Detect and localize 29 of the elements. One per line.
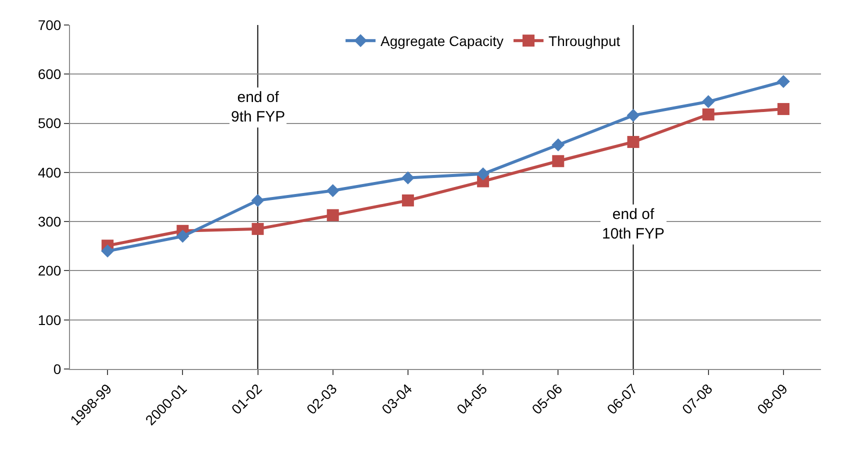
point — [552, 155, 564, 168]
point — [476, 167, 490, 180]
ref-line-label: end of 9th FYP — [231, 89, 286, 126]
point — [176, 230, 190, 243]
y-tick-label: 700 — [38, 16, 62, 33]
point — [402, 194, 414, 206]
point — [777, 103, 790, 116]
point — [252, 222, 264, 235]
point — [101, 244, 114, 258]
y-tick-label: 300 — [38, 213, 62, 230]
legend-label: Throughput — [548, 33, 620, 50]
y-tick-label: 400 — [38, 164, 62, 180]
point — [626, 108, 640, 122]
y-tick-label: 0 — [53, 360, 62, 377]
point — [627, 136, 640, 148]
point — [401, 171, 414, 184]
point — [776, 75, 790, 88]
point — [702, 108, 714, 120]
point — [552, 138, 565, 152]
y-tick-label: 600 — [38, 66, 62, 82]
point — [326, 184, 340, 198]
point — [326, 209, 339, 222]
y-tick-label: 200 — [38, 262, 62, 279]
point — [251, 194, 264, 207]
y-tick-label: 500 — [38, 115, 62, 132]
y-tick-label: 100 — [38, 312, 62, 328]
ref-line-label: end of 10th FYP — [602, 206, 665, 242]
legend-label: Aggregate Capacity — [380, 33, 504, 50]
point — [702, 95, 715, 108]
